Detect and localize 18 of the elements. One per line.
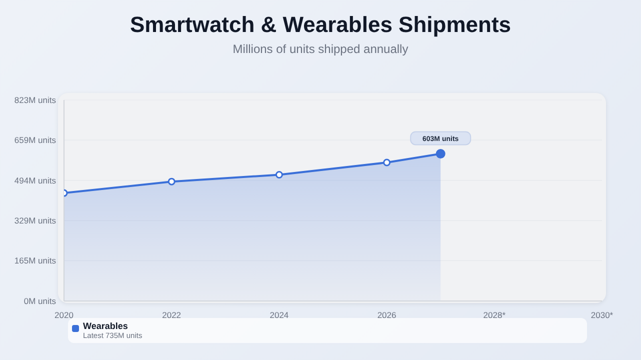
chart-subtitle: Millions of units shipped annually xyxy=(232,42,410,56)
y-tick-label: 329M units xyxy=(14,216,56,226)
y-tick-label: 659M units xyxy=(14,135,56,146)
x-tick-label: 2022 xyxy=(162,310,182,320)
chart-title: Smartwatch & Wearables Shipments xyxy=(128,12,512,38)
y-tick-label: 165M units xyxy=(14,256,56,266)
point xyxy=(275,170,283,178)
y-tick-label: 823M units xyxy=(14,95,56,106)
x-tick-label: 2020 xyxy=(54,310,74,320)
x-tick-label: 2030* xyxy=(590,310,614,320)
x-tick-label: 2026 xyxy=(377,310,397,320)
point xyxy=(383,158,391,166)
legend-label: Wearables xyxy=(83,321,128,331)
x-tick-label: 2028* xyxy=(483,310,506,320)
x-tick-label: 2024 xyxy=(270,310,289,320)
point xyxy=(168,178,176,186)
y-tick-label: 494M units xyxy=(14,175,56,186)
y-tick-label: 0M units xyxy=(24,296,56,306)
